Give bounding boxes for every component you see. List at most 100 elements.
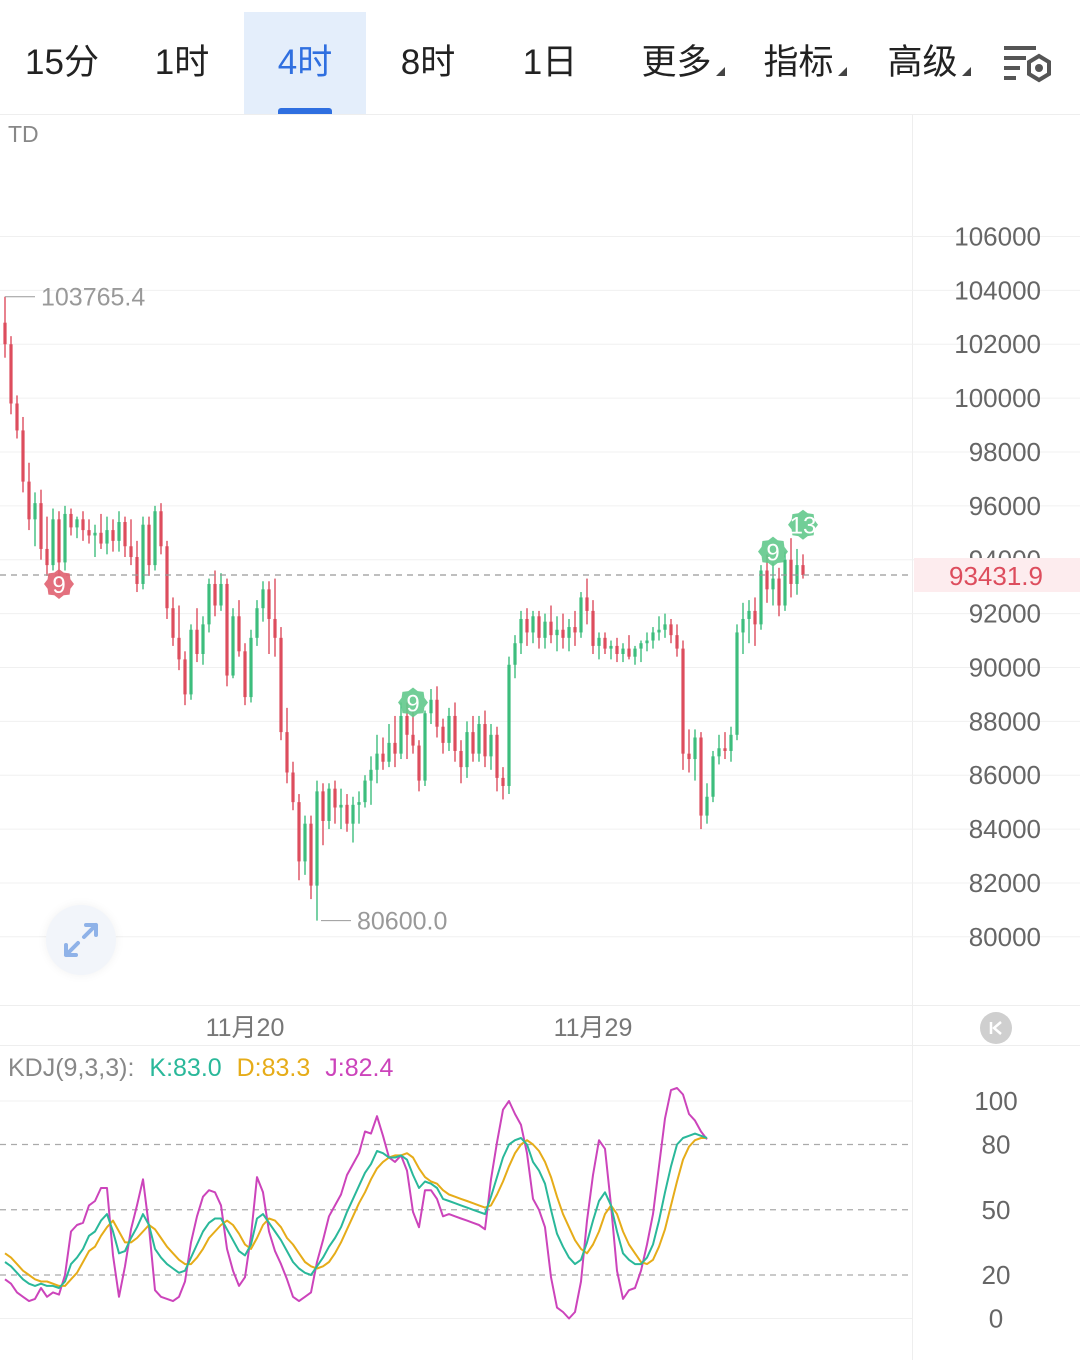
- candle-body: [411, 734, 415, 746]
- candle-body: [711, 756, 715, 797]
- candle-body: [105, 530, 109, 544]
- td-marker-count: 13: [790, 513, 817, 540]
- candle-body: [495, 734, 499, 778]
- price-tick-label: 96000: [969, 491, 1041, 521]
- kdj-tick-label: 80: [982, 1130, 1011, 1160]
- candle-body: [285, 732, 289, 773]
- td-marker-count: 9: [766, 540, 779, 567]
- candle-body: [759, 570, 763, 625]
- candle-body: [339, 804, 343, 808]
- candle-body: [147, 524, 151, 566]
- dropdown-caret-icon: [715, 67, 725, 76]
- tab-more[interactable]: 更多: [628, 12, 738, 114]
- candle-body: [303, 823, 307, 862]
- candle-body: [429, 699, 433, 714]
- tab-indicators[interactable]: 指标: [750, 12, 860, 114]
- candle-body: [123, 522, 127, 547]
- candle-body: [747, 610, 751, 619]
- candle-body: [465, 732, 469, 768]
- chart-settings-icon[interactable]: [1004, 44, 1056, 84]
- tab-4h[interactable]: 4时: [244, 12, 366, 114]
- kdj-axis: 100 80 50 20 0: [974, 1086, 1017, 1334]
- td-marker-badge: [44, 569, 74, 599]
- candle-body: [477, 724, 481, 754]
- td-markers: 9 9 9 13: [44, 509, 818, 718]
- candle-body: [693, 737, 697, 760]
- candle-body: [555, 629, 559, 636]
- candle-body: [741, 618, 745, 633]
- tab-1d[interactable]: 1日: [522, 43, 578, 82]
- candle-body: [117, 522, 121, 541]
- min-price-label: 80600.0: [357, 908, 447, 936]
- candle-body: [297, 802, 301, 862]
- active-tab-indicator: [278, 108, 332, 114]
- candle-body: [375, 753, 379, 770]
- candle-body: [177, 637, 181, 660]
- price-axis: 1060001040001020001000009800096000940009…: [954, 222, 1041, 952]
- chart-area[interactable]: TD 1060001040001020001000009800096000940…: [0, 115, 1080, 1360]
- candle-body: [723, 748, 727, 751]
- candle-body: [63, 513, 67, 563]
- price-tick-label: 86000: [969, 760, 1041, 790]
- tab-1h[interactable]: 1时: [154, 43, 210, 82]
- price-tick-label: 80000: [969, 922, 1041, 952]
- td-marker: 13: [788, 509, 818, 540]
- kdj-legend-j: J:82.4: [325, 1054, 393, 1082]
- candle-body: [567, 627, 571, 638]
- kdj-tick-label: 0: [989, 1304, 1003, 1334]
- candle-body: [423, 713, 427, 781]
- candle-body: [531, 616, 535, 633]
- tab-8h[interactable]: 8时: [400, 43, 456, 82]
- kdj-line-j: [4, 1087, 708, 1320]
- date-tick-label: 11月20: [206, 1014, 285, 1042]
- candle-body: [513, 643, 517, 665]
- candle-body: [33, 503, 37, 520]
- candle-body: [633, 648, 637, 657]
- candle-body: [681, 648, 685, 754]
- candle-body: [405, 715, 409, 735]
- candle-body: [627, 648, 631, 657]
- kdj-legend: KDJ(9,3,3): K:83.0 D:83.3 J:82.4: [8, 1054, 393, 1082]
- candle-body: [609, 645, 613, 649]
- candle-body: [675, 635, 679, 649]
- candle-body: [261, 589, 265, 609]
- td-marker-badge: [398, 687, 428, 718]
- td-marker-badge: [788, 509, 818, 540]
- td-marker: 9: [44, 569, 74, 599]
- kdj-line-k: [4, 1132, 708, 1289]
- candle-body: [171, 608, 175, 638]
- candle-body: [657, 629, 661, 633]
- candle-body: [213, 583, 217, 606]
- tab-advanced[interactable]: 高级: [874, 12, 984, 114]
- candle-body: [705, 796, 709, 816]
- tab-15min[interactable]: 15分: [25, 43, 99, 82]
- candle-body: [663, 624, 667, 630]
- candle-body: [135, 557, 139, 584]
- candle-body: [435, 699, 439, 727]
- kdj-grid: [0, 1100, 912, 1319]
- candle-body: [357, 802, 361, 805]
- candle-body: [345, 804, 349, 824]
- candle-body: [57, 519, 61, 563]
- candle-body: [729, 734, 733, 751]
- expand-arrows-icon[interactable]: [46, 905, 116, 975]
- candle-body: [543, 621, 547, 638]
- candle-body: [195, 629, 199, 654]
- candle-body: [645, 640, 649, 644]
- candle-body: [591, 610, 595, 646]
- candle-body: [489, 734, 493, 757]
- candle-body: [201, 624, 205, 654]
- candle-body: [51, 519, 55, 566]
- candle-body: [153, 511, 157, 566]
- candle-body: [573, 627, 577, 633]
- candle-body: [735, 632, 739, 735]
- last-price-line: 93431.9: [0, 558, 1080, 593]
- candle-body: [267, 589, 271, 619]
- price-tick-label: 84000: [969, 814, 1041, 844]
- candle-body: [417, 745, 421, 781]
- candle-body: [225, 583, 229, 676]
- scroll-to-latest-icon[interactable]: [980, 1012, 1012, 1044]
- date-tick-label: 11月29: [554, 1014, 633, 1042]
- candle-body: [291, 772, 295, 803]
- candle-body: [21, 430, 25, 482]
